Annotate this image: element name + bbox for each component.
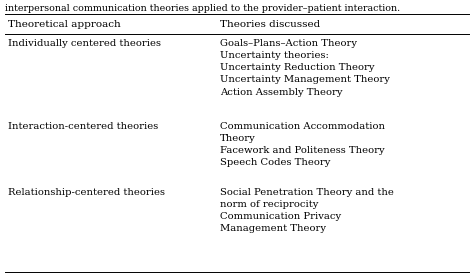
Text: interpersonal communication theories applied to the provider–patient interaction: interpersonal communication theories app…	[5, 4, 400, 13]
Text: Interaction-centered theories: Interaction-centered theories	[8, 122, 158, 131]
Text: Goals–Plans–Action Theory
Uncertainty theories:
Uncertainty Reduction Theory
Unc: Goals–Plans–Action Theory Uncertainty th…	[220, 39, 390, 96]
Text: Theoretical approach: Theoretical approach	[8, 20, 121, 29]
Text: Social Penetration Theory and the
norm of reciprocity
Communication Privacy
Mana: Social Penetration Theory and the norm o…	[220, 188, 394, 234]
Text: Communication Accommodation
Theory
Facework and Politeness Theory
Speech Codes T: Communication Accommodation Theory Facew…	[220, 122, 385, 167]
Text: Theories discussed: Theories discussed	[220, 20, 320, 29]
Text: Individually centered theories: Individually centered theories	[8, 39, 161, 48]
Text: Relationship-centered theories: Relationship-centered theories	[8, 188, 165, 197]
